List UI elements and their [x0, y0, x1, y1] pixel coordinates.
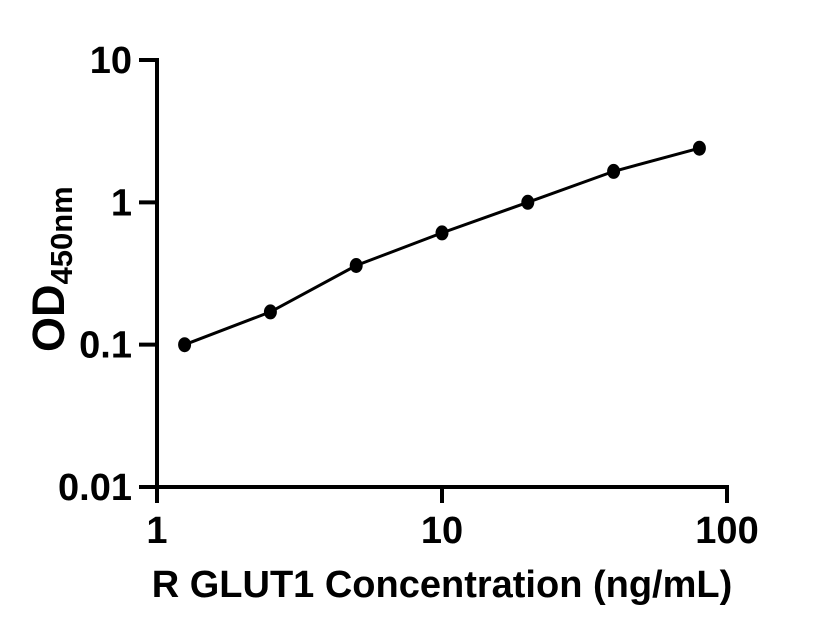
y-tick-label: 0.1 — [79, 325, 132, 367]
x-axis-title: R GLUT1 Concentration (ng/mL) — [152, 564, 733, 606]
data-point — [521, 194, 535, 210]
x-tick-label: 100 — [695, 510, 758, 552]
y-tick-label: 0.01 — [58, 467, 132, 509]
data-point — [607, 163, 621, 179]
x-tick-label: 1 — [146, 510, 167, 552]
y-axis-title-main: OD — [23, 285, 74, 353]
data-series — [178, 140, 706, 353]
y-tick-label: 1 — [111, 182, 132, 224]
data-point — [692, 140, 706, 156]
y-axis-title-subscript: 450nm — [44, 186, 79, 284]
series-line — [184, 146, 700, 347]
y-axis-title: OD450nm — [23, 186, 79, 352]
data-point — [178, 337, 192, 353]
x-tick-label: 10 — [421, 510, 463, 552]
data-point — [435, 225, 449, 241]
data-point — [263, 304, 277, 320]
data-point — [349, 258, 363, 273]
axes: 0.01 0.1 1 10 1 10 100 — [58, 40, 759, 552]
y-tick-label: 10 — [90, 40, 132, 82]
